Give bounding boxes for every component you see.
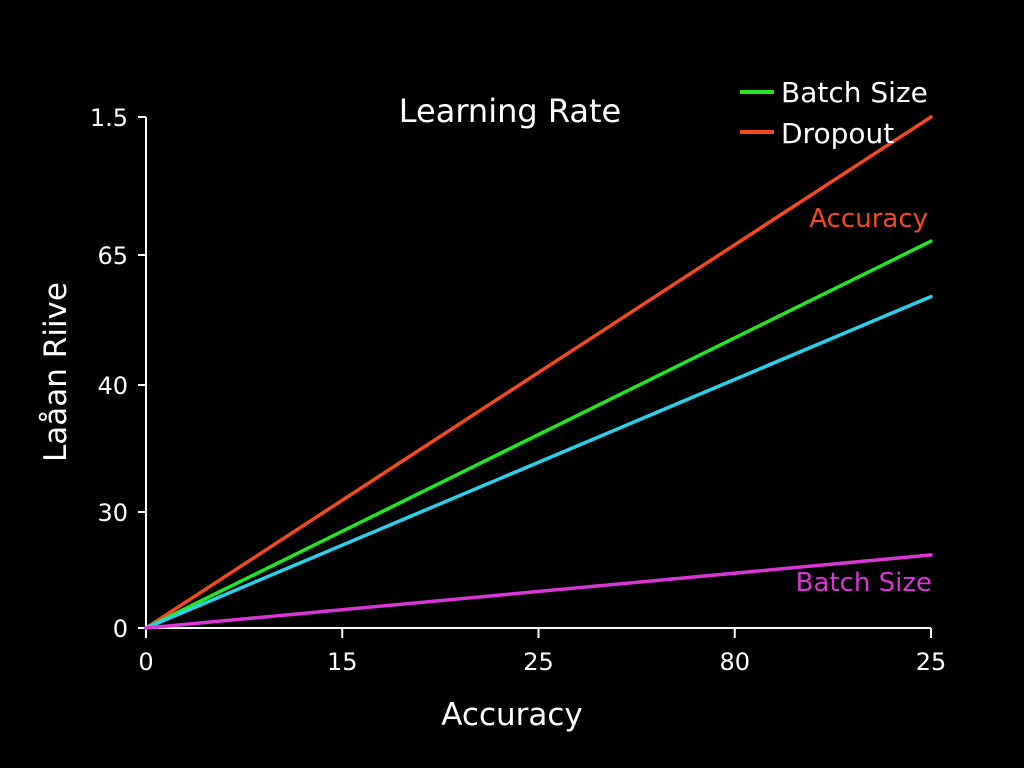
- x-axis-ticks: 0 15 25 80 25: [138, 628, 946, 676]
- y-tick-label: 65: [97, 242, 128, 270]
- chart-title: Learning Rate: [399, 92, 621, 130]
- series-line-3: [144, 294, 933, 630]
- x-tick-label: 80: [719, 648, 750, 676]
- y-tick-label: 30: [97, 499, 128, 527]
- y-tick-label: 1.5: [90, 104, 128, 132]
- legend: Batch Size Dropout: [740, 76, 928, 150]
- series-line-2: [144, 239, 933, 630]
- x-axis-title: Accuracy: [441, 697, 583, 733]
- x-tick-label: 0: [138, 648, 153, 676]
- series-line-1: [144, 115, 933, 630]
- y-axis-ticks: 0 30 40 65 1.5: [90, 104, 146, 643]
- annotation-accuracy: Accuracy: [809, 204, 928, 234]
- x-tick-label: 25: [523, 648, 554, 676]
- series-line-4: [144, 553, 933, 630]
- y-tick-label: 40: [97, 372, 128, 400]
- legend-label-batch-size: Batch Size: [781, 76, 928, 109]
- legend-label-dropout: Dropout: [781, 117, 894, 150]
- y-axis-title: Laåan Riive: [38, 282, 74, 462]
- y-tick-label: 0: [113, 615, 128, 643]
- x-tick-label: 15: [327, 648, 358, 676]
- annotation-batch-size: Batch Size: [796, 568, 932, 598]
- x-tick-label: 25: [916, 648, 947, 676]
- series-layer: [144, 115, 933, 630]
